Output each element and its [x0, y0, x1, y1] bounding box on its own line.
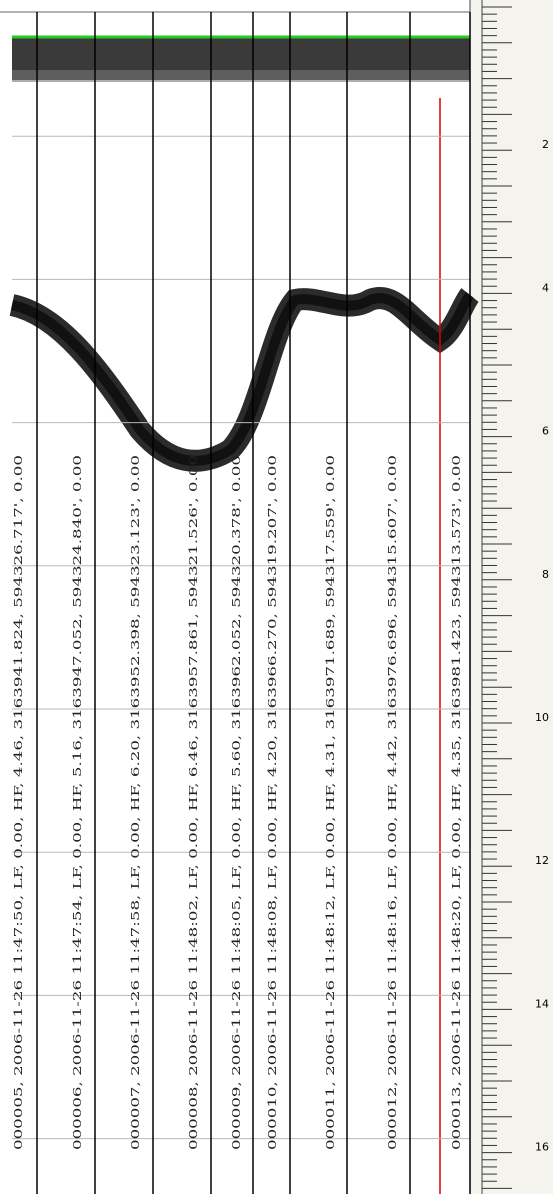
depth-label: 10 — [535, 711, 549, 724]
depth-label: 8 — [542, 568, 549, 581]
record-label: 000008, 2006-11-26 11:48:02, LF, 0.00, H… — [186, 455, 200, 1150]
record-label: 000013, 2006-11-26 11:48:20, LF, 0.00, H… — [449, 455, 463, 1150]
depth-label: 4 — [542, 281, 549, 294]
seabed-core — [10, 291, 475, 466]
record-columns: 000005, 2006-11-26 11:47:50, LF, 0.00, H… — [11, 12, 471, 1194]
record-label: 000010, 2006-11-26 11:48:08, LF, 0.00, H… — [265, 455, 279, 1150]
record-label: 000005, 2006-11-26 11:47:50, LF, 0.00, H… — [11, 455, 25, 1150]
depth-label: 2 — [542, 138, 549, 151]
grid — [12, 135, 470, 1140]
record-label: 000012, 2006-11-26 11:48:16, LF, 0.00, H… — [385, 455, 399, 1150]
record-label: 000007, 2006-11-26 11:47:58, LF, 0.00, H… — [128, 455, 142, 1150]
depth-label: 16 — [535, 1141, 549, 1154]
record-label: 000006, 2006-11-26 11:47:54, LF, 0.00, H… — [70, 455, 84, 1150]
surface-echo-fringe — [12, 70, 470, 82]
depth-label: 12 — [535, 854, 549, 867]
ruler-ticks: 2 4 6 8 10 12 14 16 — [482, 6, 549, 1189]
record-label: 000011, 2006-11-26 11:48:12, LF, 0.00, H… — [323, 455, 337, 1150]
record-label: 000009, 2006-11-26 11:48:05, LF, 0.00, H… — [229, 455, 243, 1150]
depth-label: 6 — [542, 425, 549, 438]
depth-label: 14 — [535, 997, 549, 1010]
